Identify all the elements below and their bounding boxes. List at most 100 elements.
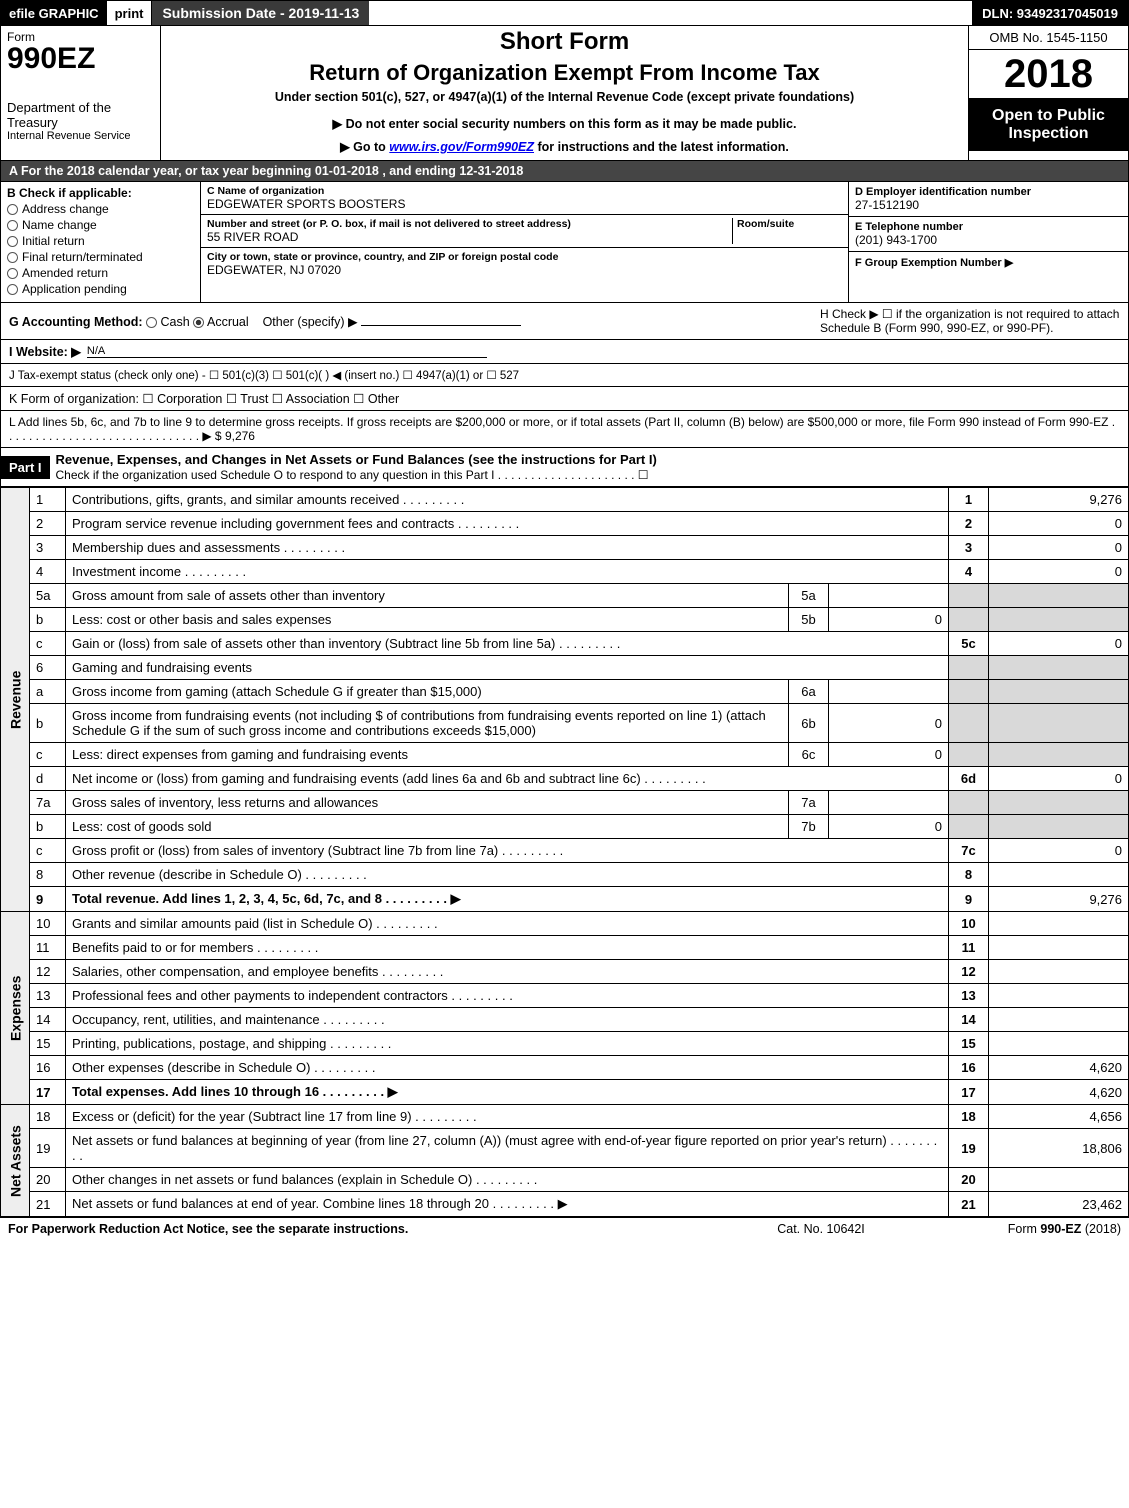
accrual-label: Accrual	[207, 315, 249, 329]
telephone: (201) 943-1700	[855, 233, 1122, 247]
tax-year: 2018	[969, 50, 1128, 99]
line-number: 5a	[30, 584, 66, 608]
table-row: 13Professional fees and other payments t…	[1, 984, 1129, 1008]
line-desc: Net assets or fund balances at end of ye…	[66, 1192, 949, 1217]
checkbox-item: Amended return	[7, 266, 194, 280]
cash-radio[interactable]	[146, 317, 157, 328]
checkbox-icon[interactable]	[7, 284, 18, 295]
sub-amt: 0	[829, 608, 949, 632]
line-amt: 4,656	[989, 1105, 1129, 1129]
f-lbl: F Group Exemption Number ▶	[855, 256, 1122, 269]
checkbox-icon[interactable]	[7, 252, 18, 263]
part-1-check: Check if the organization used Schedule …	[56, 468, 649, 482]
line-amt: 9,276	[989, 488, 1129, 512]
page-footer: For Paperwork Reduction Act Notice, see …	[0, 1217, 1129, 1240]
sub-amt	[829, 584, 949, 608]
table-row: 19Net assets or fund balances at beginni…	[1, 1129, 1129, 1168]
line-number: 13	[30, 984, 66, 1008]
line-number: 16	[30, 1056, 66, 1080]
line-rn: 7c	[949, 839, 989, 863]
table-row: 8Other revenue (describe in Schedule O) …	[1, 863, 1129, 887]
line-number: 9	[30, 887, 66, 912]
line-amt: 4,620	[989, 1056, 1129, 1080]
line-amt	[989, 912, 1129, 936]
sub-num: 6a	[789, 680, 829, 704]
checkbox-icon[interactable]	[7, 268, 18, 279]
d-lbl: D Employer identification number	[855, 186, 1122, 198]
line-desc: Contributions, gifts, grants, and simila…	[66, 488, 949, 512]
other-input[interactable]	[361, 325, 521, 326]
c-city-lbl: City or town, state or province, country…	[207, 251, 842, 263]
line-amt: 18,806	[989, 1129, 1129, 1168]
footer-right: Form 990-EZ (2018)	[921, 1222, 1121, 1236]
part-1-title: Revenue, Expenses, and Changes in Net As…	[56, 452, 657, 467]
room-lbl: Room/suite	[737, 218, 842, 230]
table-row: 20Other changes in net assets or fund ba…	[1, 1168, 1129, 1192]
line-k: K Form of organization: ☐ Corporation ☐ …	[0, 387, 1129, 411]
table-row: 9Total revenue. Add lines 1, 2, 3, 4, 5c…	[1, 887, 1129, 912]
line-amt-shade	[989, 743, 1129, 767]
line-amt: 0	[989, 839, 1129, 863]
line-number: 7a	[30, 791, 66, 815]
dln-label: DLN: 93492317045019	[972, 1, 1128, 25]
line-rn: 10	[949, 912, 989, 936]
line-rn-shade	[949, 704, 989, 743]
line-desc: Less: cost or other basis and sales expe…	[66, 608, 789, 632]
line-rn: 18	[949, 1105, 989, 1129]
print-button[interactable]: print	[107, 1, 153, 25]
line-desc: Gross income from fundraising events (no…	[66, 704, 789, 743]
sub-num: 5b	[789, 608, 829, 632]
table-row: bLess: cost or other basis and sales exp…	[1, 608, 1129, 632]
line-desc: Gross sales of inventory, less returns a…	[66, 791, 789, 815]
section-b-heading: B Check if applicable:	[7, 186, 194, 200]
line-amt-shade	[989, 680, 1129, 704]
checkbox-item: Initial return	[7, 234, 194, 248]
table-row: cGain or (loss) from sale of assets othe…	[1, 632, 1129, 656]
section-b: B Check if applicable: Address changeNam…	[1, 182, 201, 302]
line-amt-shade	[989, 608, 1129, 632]
cash-label: Cash	[161, 315, 190, 329]
table-row: 15Printing, publications, postage, and s…	[1, 1032, 1129, 1056]
line-rn: 3	[949, 536, 989, 560]
checkbox-icon[interactable]	[7, 220, 18, 231]
line-desc: Gross amount from sale of assets other t…	[66, 584, 789, 608]
line-amt	[989, 960, 1129, 984]
line-number: 19	[30, 1129, 66, 1168]
line-number: 21	[30, 1192, 66, 1217]
line-amt: 0	[989, 560, 1129, 584]
line-amt: 0	[989, 767, 1129, 791]
line-amt: 0	[989, 512, 1129, 536]
checkbox-icon[interactable]	[7, 204, 18, 215]
footer-left: For Paperwork Reduction Act Notice, see …	[8, 1222, 721, 1236]
line-rn: 11	[949, 936, 989, 960]
sub-amt: 0	[829, 815, 949, 839]
table-row: 17Total expenses. Add lines 10 through 1…	[1, 1080, 1129, 1105]
line-rn: 19	[949, 1129, 989, 1168]
goto-link[interactable]: www.irs.gov/Form990EZ	[389, 140, 534, 154]
efile-label: efile GRAPHIC	[1, 1, 107, 25]
line-desc: Net income or (loss) from gaming and fun…	[66, 767, 949, 791]
sub-num: 6b	[789, 704, 829, 743]
table-row: Expenses10Grants and similar amounts pai…	[1, 912, 1129, 936]
line-rn: 1	[949, 488, 989, 512]
line-amt-shade	[989, 791, 1129, 815]
accrual-radio[interactable]	[193, 317, 204, 328]
line-amt: 0	[989, 632, 1129, 656]
checkbox-label: Name change	[22, 218, 97, 232]
table-row: 21Net assets or fund balances at end of …	[1, 1192, 1129, 1217]
line-desc: Benefits paid to or for members . . . . …	[66, 936, 949, 960]
line-rn-shade	[949, 656, 989, 680]
section-label: Net Assets	[1, 1105, 30, 1217]
line-rn: 2	[949, 512, 989, 536]
checkbox-icon[interactable]	[7, 236, 18, 247]
line-number: 14	[30, 1008, 66, 1032]
line-desc: Gross profit or (loss) from sales of inv…	[66, 839, 949, 863]
line-number: 1	[30, 488, 66, 512]
line-number: 6	[30, 656, 66, 680]
line-number: d	[30, 767, 66, 791]
line-amt: 4,620	[989, 1080, 1129, 1105]
line-desc: Gaming and fundraising events	[66, 656, 949, 680]
table-row: dNet income or (loss) from gaming and fu…	[1, 767, 1129, 791]
line-rn: 13	[949, 984, 989, 1008]
line-desc: Excess or (deficit) for the year (Subtra…	[66, 1105, 949, 1129]
